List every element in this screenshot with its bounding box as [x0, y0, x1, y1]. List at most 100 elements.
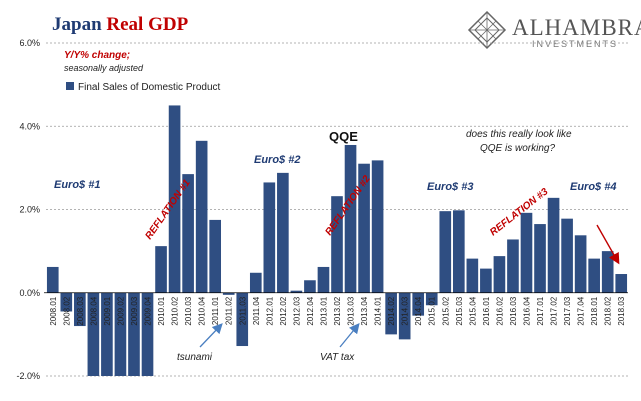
- x-tick-label: 2014.02: [387, 296, 396, 325]
- y-tick-label: 2.0%: [19, 205, 40, 215]
- bar: [398, 292, 411, 340]
- x-tick-label: 2014.04: [414, 296, 423, 325]
- bar: [60, 292, 73, 312]
- y-axis-ticks: 6.0% 4.0% 2.0% 0.0% -2.0%: [16, 38, 40, 381]
- x-tick-label: 2016.01: [482, 296, 491, 325]
- x-tick-label: 2016.04: [522, 296, 531, 325]
- x-tick-label: 2012.02: [279, 296, 288, 325]
- x-tick-label: 2018.03: [617, 296, 626, 325]
- bar: [222, 292, 235, 295]
- bar: [236, 292, 249, 347]
- annotation-vat: VAT tax: [320, 352, 355, 363]
- legend-swatch: [66, 82, 74, 90]
- x-tick-label: 2009.02: [116, 296, 125, 325]
- x-tick-label: 2014.01: [374, 296, 383, 325]
- x-tick-label: 2009.01: [103, 296, 112, 325]
- chart-subtitle-2: seasonally adjusted: [64, 63, 144, 73]
- bar: [128, 292, 140, 376]
- bar: [547, 197, 560, 293]
- bar: [534, 224, 546, 293]
- annotation-question-line2: QQE is working?: [480, 143, 555, 154]
- annotation-euro1: Euro$ #1: [54, 179, 100, 191]
- chart-title: Japan Real GDP: [52, 14, 189, 35]
- bar: [439, 211, 452, 293]
- annotation-qqe: QQE: [329, 129, 358, 144]
- x-tick-label: 2011.04: [252, 296, 261, 325]
- bar: [317, 266, 330, 293]
- y-tick-label: 6.0%: [19, 38, 40, 48]
- y-tick-label: 0.0%: [19, 288, 40, 298]
- bar: [74, 292, 86, 327]
- x-tick-label: 2017.01: [536, 296, 545, 325]
- x-tick-label: 2008.02: [62, 296, 71, 325]
- x-tick-label: 2013.03: [347, 296, 356, 325]
- logo-name: ALHAMBRA: [512, 15, 641, 40]
- x-tick-label: 2010.01: [157, 296, 166, 325]
- bar: [493, 256, 506, 293]
- bar: [46, 266, 59, 293]
- bar: [155, 246, 167, 293]
- x-tick-label: 2016.02: [495, 296, 504, 325]
- x-tick-label: 2013.04: [360, 296, 369, 325]
- annotation-euro2: Euro$ #2: [254, 154, 300, 166]
- bar: [290, 290, 303, 293]
- bar: [209, 219, 222, 293]
- x-tick-label: 2009.03: [130, 296, 139, 325]
- chart-title-part2: Real GDP: [106, 14, 188, 35]
- bar: [480, 268, 492, 293]
- x-tick-label: 2015.01: [428, 296, 437, 325]
- bar: [182, 174, 194, 293]
- x-tick-label: 2008.01: [49, 296, 58, 325]
- logo-sub: INVESTMENTS: [532, 39, 618, 49]
- bar: [466, 258, 479, 293]
- x-tick-label: 2011.03: [238, 296, 247, 325]
- x-tick-label: 2011.02: [225, 296, 234, 325]
- annotation-question-line1: does this really look like: [466, 129, 572, 140]
- x-tick-label: 2014.03: [401, 296, 410, 325]
- x-tick-label: 2013.01: [319, 296, 328, 325]
- x-tick-label: 2010.02: [171, 296, 180, 325]
- x-tick-label: 2018.01: [590, 296, 599, 325]
- y-tick-label: -2.0%: [16, 371, 40, 381]
- x-tick-label: 2017.03: [563, 296, 572, 325]
- x-tick-label: 2016.03: [509, 296, 518, 325]
- bar: [277, 172, 289, 293]
- x-tick-label: 2015.02: [441, 296, 450, 325]
- x-tick-label: 2013.02: [333, 296, 342, 325]
- bar: [520, 212, 533, 293]
- bar: [168, 105, 181, 293]
- x-tick-label: 2008.03: [76, 296, 85, 325]
- vat-arrow: [339, 322, 360, 348]
- euro4-arrow: [596, 224, 620, 265]
- bar: [358, 163, 370, 293]
- bar: [141, 292, 154, 376]
- bar: [452, 210, 465, 293]
- bar: [114, 292, 127, 376]
- x-tick-label: 2011.01: [211, 296, 220, 325]
- y-tick-label: 4.0%: [19, 121, 40, 131]
- bar: [412, 292, 425, 316]
- bar: [371, 160, 384, 293]
- x-tick-label: 2017.04: [577, 296, 586, 325]
- bar: [195, 140, 208, 293]
- bar: [263, 182, 276, 293]
- x-tick-label: 2015.04: [468, 296, 477, 325]
- bar: [344, 144, 357, 293]
- annotation-euro3: Euro$ #3: [427, 181, 473, 193]
- bar-series: [46, 105, 628, 376]
- annotation-tsunami: tsunami: [177, 352, 213, 363]
- x-tick-label: 2010.04: [198, 296, 207, 325]
- x-tick-label: 2012.03: [292, 296, 301, 325]
- bar: [425, 292, 438, 306]
- x-tick-label: 2010.03: [184, 296, 193, 325]
- bar: [101, 292, 113, 376]
- legend-label: Final Sales of Domestic Product: [78, 82, 221, 93]
- bar: [615, 274, 628, 293]
- tsunami-arrow: [199, 323, 223, 348]
- bar: [561, 218, 573, 293]
- bar: [87, 292, 100, 376]
- bar: [601, 251, 614, 293]
- chart-title-part1: Japan: [52, 14, 106, 35]
- x-tick-label: 2012.01: [265, 296, 274, 325]
